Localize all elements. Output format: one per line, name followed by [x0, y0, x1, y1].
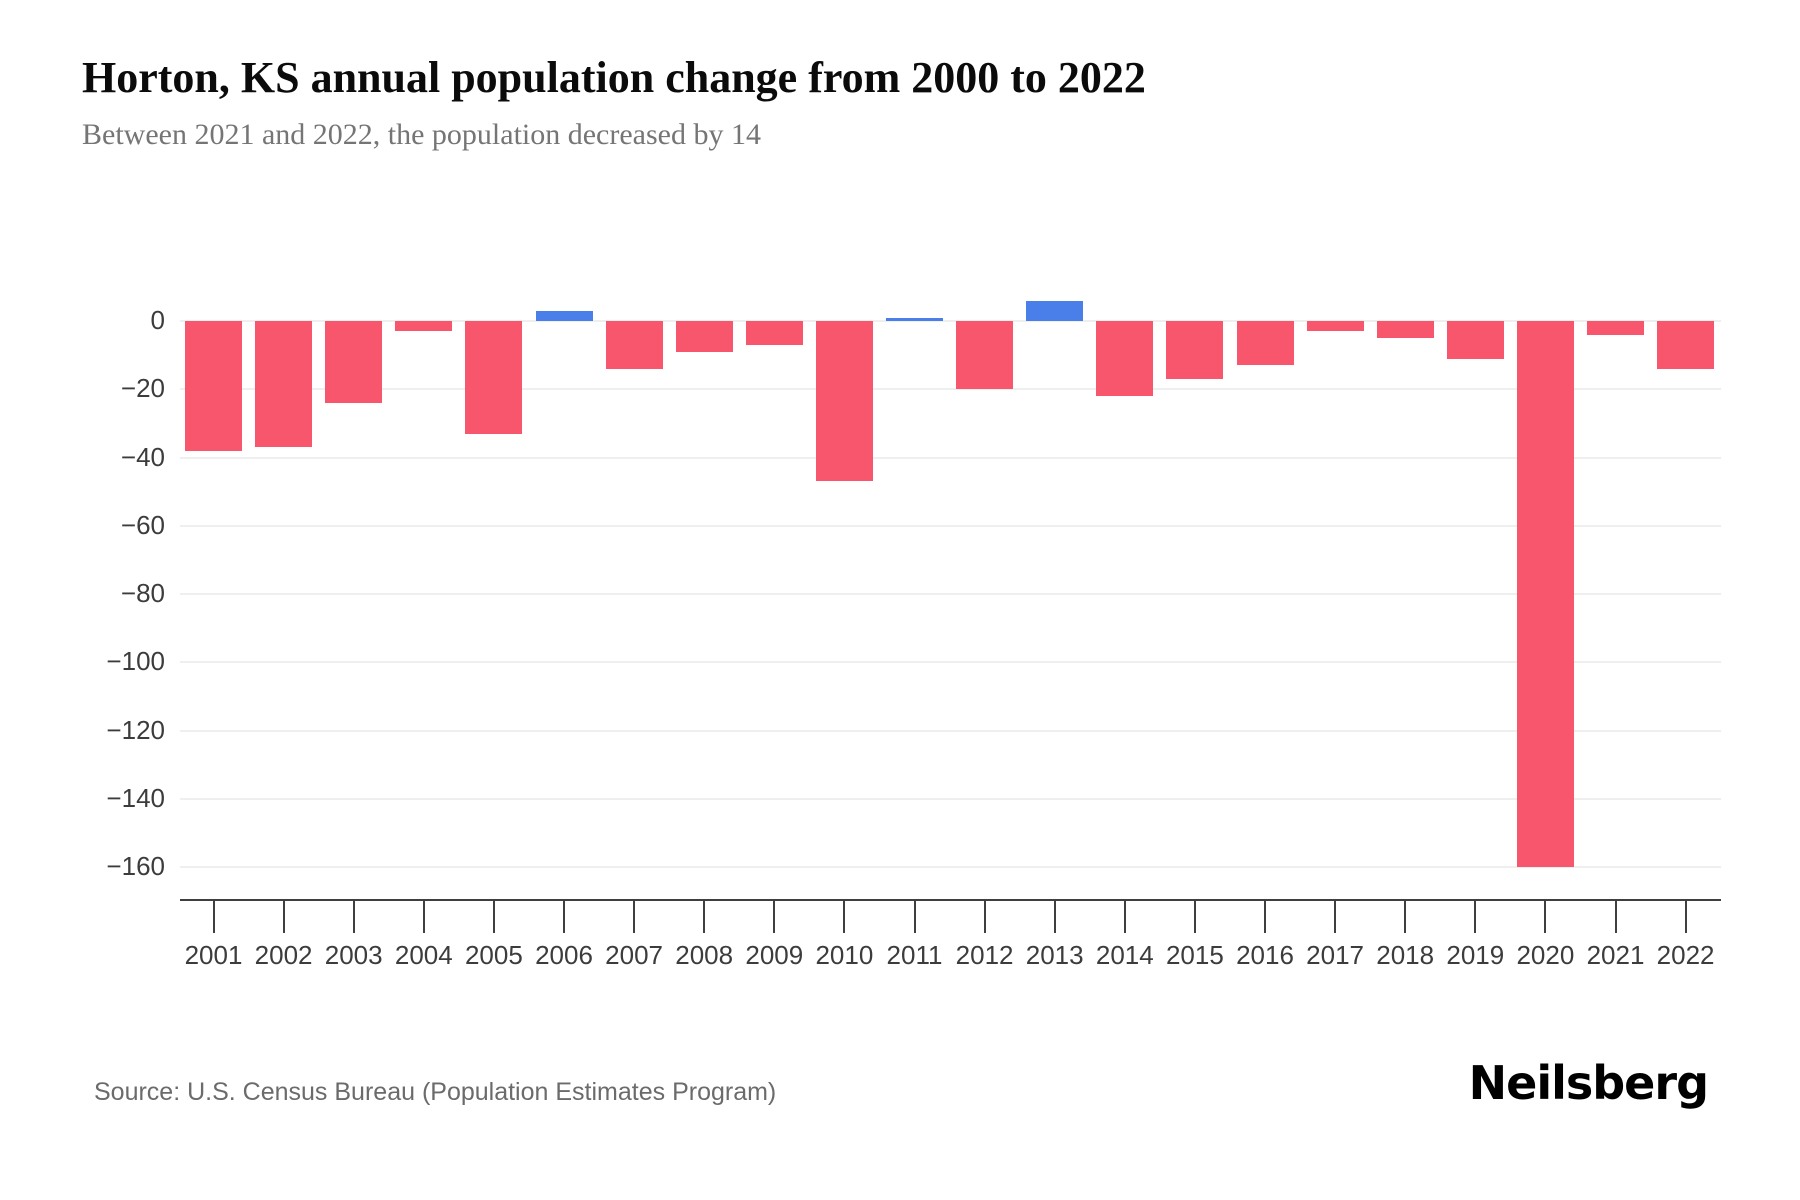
- page-subtitle: Between 2021 and 2022, the population de…: [82, 118, 761, 151]
- x-axis-tick-label: 2020: [1516, 940, 1575, 970]
- bar-2004[interactable]: [395, 321, 453, 332]
- y-axis-tick-label: −40: [120, 441, 165, 472]
- page-title: Horton, KS annual population change from…: [82, 53, 1146, 102]
- x-axis-tick: [492, 901, 495, 933]
- x-axis-tick-label: 2015: [1165, 940, 1224, 970]
- bar-2002[interactable]: [255, 321, 313, 448]
- bar-2021[interactable]: [1587, 321, 1644, 335]
- x-axis-tick-label: 2019: [1446, 940, 1505, 970]
- bar-2019[interactable]: [1446, 321, 1504, 359]
- bar-2015[interactable]: [1166, 321, 1224, 379]
- bar-2010[interactable]: [815, 321, 873, 482]
- y-axis-tick-label: −20: [120, 373, 165, 404]
- x-axis-tick: [1404, 901, 1407, 933]
- y-axis-tick-label: −60: [120, 509, 165, 540]
- x-axis-tick: [1614, 901, 1617, 933]
- neilsberg-logo[interactable]: Neilsberg: [1468, 1056, 1709, 1110]
- x-axis-tick-label: 2007: [605, 940, 664, 970]
- bar-2005[interactable]: [465, 321, 523, 434]
- gridline-y--80: [180, 593, 1721, 595]
- x-axis-tick: [773, 901, 776, 933]
- x-axis-tick-label: 2002: [254, 940, 313, 970]
- x-axis-tick-label: 2011: [886, 940, 943, 970]
- gridline-y--20: [180, 388, 1721, 391]
- y-axis-tick-label: −100: [106, 646, 165, 677]
- x-axis-tick: [703, 901, 706, 933]
- y-axis-tick-label: −80: [120, 578, 165, 608]
- x-axis-tick: [1123, 901, 1126, 933]
- bar-2017[interactable]: [1306, 321, 1364, 332]
- source-note: Source: U.S. Census Bureau (Population E…: [94, 1078, 777, 1106]
- x-axis-tick-label: 2003: [324, 940, 383, 970]
- bar-2014[interactable]: [1096, 321, 1154, 397]
- bar-2020[interactable]: [1516, 321, 1574, 867]
- gridline-y--120: [180, 729, 1721, 732]
- x-axis-tick-label: 2013: [1025, 940, 1084, 970]
- x-axis-tick-label: 2005: [464, 940, 523, 970]
- population-change-bar-chart: 0 −20 −40 −60 −80 −100 −120 −140 −160 2001 2002 200…: [106, 300, 1721, 970]
- bar-2022[interactable]: [1657, 321, 1715, 369]
- x-axis-tick-label: 2021: [1586, 940, 1645, 970]
- x-axis-tick-label: 2022: [1656, 940, 1715, 970]
- x-axis-tick: [1544, 901, 1547, 933]
- x-axis-tick: [1264, 901, 1266, 933]
- x-axis-tick-label: 2016: [1236, 940, 1294, 970]
- gridline-y-0: [180, 320, 1721, 322]
- bar-2013[interactable]: [1026, 300, 1084, 321]
- gridline-y--40: [180, 456, 1721, 459]
- x-axis-tick: [212, 901, 215, 933]
- x-axis-tick: [1193, 901, 1196, 933]
- x-axis-tick: [282, 901, 285, 933]
- x-axis-tick: [352, 901, 355, 933]
- x-axis-tick-label: 2012: [955, 940, 1014, 970]
- x-axis-tick: [1334, 901, 1337, 933]
- x-axis-tick: [1684, 901, 1687, 933]
- gridline-y--140: [180, 797, 1721, 800]
- x-axis-tick: [633, 901, 636, 933]
- bar-2008[interactable]: [675, 321, 733, 352]
- gridline-y--60: [180, 524, 1721, 527]
- x-axis-tick-label: 2008: [675, 940, 734, 970]
- bar-2012[interactable]: [956, 321, 1014, 390]
- x-axis-tick: [1053, 901, 1056, 933]
- gridline-y--100: [180, 661, 1721, 664]
- bar-2007[interactable]: [605, 321, 663, 369]
- x-axis-tick-label: 2004: [394, 940, 453, 970]
- x-axis-tick-label: 2018: [1376, 940, 1435, 970]
- x-axis-tick: [983, 901, 986, 933]
- x-axis-tick-label: 2006: [535, 940, 593, 970]
- x-axis-tick-label: 2010: [815, 940, 874, 970]
- bar-2009[interactable]: [745, 321, 803, 345]
- bar-2011[interactable]: [886, 317, 943, 321]
- y-axis-tick-label: 0: [150, 305, 165, 335]
- x-axis-tick-label: 2009: [745, 940, 804, 970]
- x-axis-tick-label: 2001: [184, 940, 243, 970]
- bar-2006[interactable]: [535, 310, 593, 321]
- x-axis-line: [180, 899, 1721, 901]
- bar-2003[interactable]: [325, 321, 383, 403]
- x-axis-tick-label: 2014: [1095, 940, 1154, 970]
- x-axis-tick-label: 2017: [1306, 940, 1365, 970]
- x-axis-tick: [563, 901, 565, 933]
- x-axis-tick: [422, 901, 425, 933]
- y-axis-tick-label: −160: [106, 851, 165, 881]
- gridline-y--160: [180, 866, 1721, 868]
- bar-2001[interactable]: [185, 321, 242, 451]
- x-axis-tick: [843, 901, 846, 933]
- y-axis-tick-label: −120: [106, 714, 165, 745]
- x-axis-tick: [1474, 901, 1477, 933]
- y-axis-tick-label: −140: [106, 782, 165, 813]
- bar-2016[interactable]: [1236, 321, 1294, 366]
- bar-2018[interactable]: [1376, 321, 1434, 339]
- x-axis-tick: [913, 901, 916, 933]
